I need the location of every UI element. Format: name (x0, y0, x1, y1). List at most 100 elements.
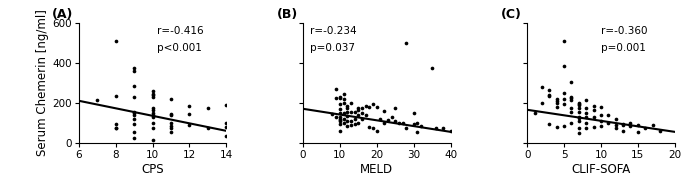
Text: r=-0.416: r=-0.416 (157, 26, 203, 36)
Point (573, 106, 584, 109)
Text: (C): (C) (501, 8, 521, 21)
Point (147, 113, 158, 116)
Point (551, 125, 562, 128)
Point (364, 105, 375, 108)
Point (334, 96, 345, 99)
Point (364, 125, 375, 128)
Point (147, 121, 158, 124)
Point (558, 39, 569, 42)
Point (334, 119, 345, 122)
Point (618, 122, 629, 125)
Point (595, 113, 606, 116)
Point (342, 106, 353, 109)
Point (603, 113, 614, 116)
Point (129, 69, 140, 72)
Point (427, 66, 438, 69)
Point (166, 126, 177, 129)
Point (360, 113, 371, 116)
Point (566, 98, 577, 101)
X-axis label: CLIF-SOFA: CLIF-SOFA (571, 163, 631, 176)
Point (342, 104, 353, 107)
Point (338, 121, 349, 124)
Point (416, 124, 427, 127)
Point (544, 94, 555, 97)
Point (566, 96, 577, 99)
Point (166, 124, 177, 127)
Point (371, 129, 382, 132)
Point (110, 126, 121, 129)
Point (588, 125, 599, 128)
Point (334, 122, 345, 125)
Point (536, 101, 547, 104)
Point (349, 117, 360, 120)
Point (573, 103, 584, 106)
Point (338, 92, 349, 95)
Point (544, 122, 555, 125)
Point (581, 126, 592, 129)
Point (438, 126, 449, 129)
Point (334, 118, 345, 121)
Point (342, 110, 353, 113)
Point (368, 102, 379, 105)
Point (603, 121, 614, 124)
Point (610, 126, 621, 129)
Text: (B): (B) (277, 8, 298, 21)
Point (147, 111, 158, 114)
Point (360, 104, 371, 107)
Point (581, 98, 592, 101)
Point (147, 126, 158, 129)
Point (110, 94, 121, 97)
Point (445, 129, 456, 132)
Point (221, 103, 232, 106)
Point (393, 121, 404, 124)
Point (654, 129, 665, 132)
Point (334, 115, 345, 118)
Point (334, 117, 345, 120)
Point (331, 96, 342, 99)
Point (647, 123, 658, 126)
Point (129, 117, 140, 120)
Point (342, 119, 353, 122)
Point (129, 136, 140, 139)
Point (558, 97, 569, 100)
Point (573, 131, 584, 134)
X-axis label: MELD: MELD (360, 163, 393, 176)
Point (110, 122, 121, 125)
Point (551, 99, 562, 102)
Point (334, 129, 345, 132)
Text: (A): (A) (52, 8, 73, 21)
Point (566, 121, 577, 124)
Point (573, 126, 584, 129)
Point (331, 115, 342, 118)
Point (401, 41, 412, 44)
Point (618, 129, 629, 132)
Point (401, 126, 412, 129)
X-axis label: CPS: CPS (141, 163, 164, 176)
Point (353, 106, 364, 109)
Point (595, 105, 606, 108)
Point (412, 130, 423, 133)
Text: p=0.001: p=0.001 (601, 43, 646, 53)
Point (368, 126, 379, 129)
Point (129, 66, 140, 69)
Y-axis label: Serum Chemerin [ng/ml]: Serum Chemerin [ng/ml] (36, 9, 49, 156)
Point (566, 95, 577, 98)
Point (536, 85, 547, 88)
Point (595, 119, 606, 122)
Point (345, 119, 356, 122)
Point (558, 124, 569, 127)
Point (544, 88, 555, 91)
Point (334, 95, 345, 98)
Point (581, 111, 592, 114)
Point (338, 117, 349, 120)
Point (129, 130, 140, 133)
Point (632, 123, 643, 126)
Point (397, 121, 408, 124)
Point (544, 93, 555, 96)
Point (202, 126, 213, 129)
Point (166, 112, 177, 115)
Point (566, 110, 577, 113)
Point (129, 122, 140, 125)
Point (184, 104, 195, 107)
Text: p=0.037: p=0.037 (310, 43, 356, 53)
